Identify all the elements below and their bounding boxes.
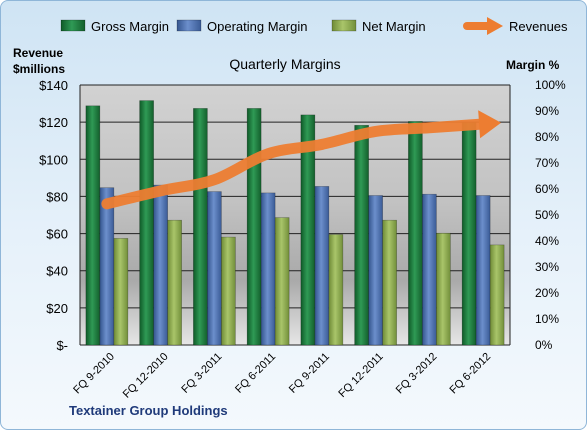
left-axis-label-line2: $millions: [13, 62, 65, 76]
company-name: Textainer Group Holdings: [69, 403, 228, 418]
left-tick-label: $40: [46, 264, 68, 279]
right-tick-label: 70%: [535, 156, 559, 170]
revenue-line: [101, 110, 502, 210]
bar-gross-margin: [461, 122, 477, 346]
bar-gross-margin: [246, 108, 262, 346]
bar-operating-margin: [99, 187, 115, 346]
bar-operating-margin: [153, 184, 168, 346]
bar-net-margin: [436, 232, 451, 346]
right-tick-label: 60%: [535, 182, 559, 196]
revenue-line-path: [101, 118, 489, 210]
revenue-arrow-head: [478, 110, 502, 139]
bar-gross-margin: [193, 108, 208, 346]
bar-series: [85, 100, 505, 346]
left-axis-label-line1: Revenue: [13, 46, 63, 60]
bar-gross-margin: [408, 121, 423, 346]
bar-net-margin: [167, 219, 182, 346]
category-axis-ticks: FQ 9-2010 FQ 12-2010 FQ 3-2011 FQ 6-2011 FQ …: [71, 351, 493, 401]
bar-operating-margin: [422, 193, 437, 346]
bar-operating-margin: [207, 191, 222, 346]
bar-gross-margin: [354, 125, 369, 346]
right-axis-ticks: 0% 10% 20% 30% 40% 50% 60% 70% 80% 90% 100%: [535, 78, 566, 352]
bar-net-margin: [489, 244, 505, 346]
right-tick-label: 100%: [535, 78, 566, 92]
right-tick-label: 10%: [535, 312, 559, 326]
chart-title: Quarterly Margins: [229, 56, 340, 72]
category-label: FQ 3-2012: [394, 351, 440, 397]
category-label: FQ 12-2010: [121, 351, 171, 401]
right-axis-label: Margin %: [506, 58, 560, 72]
category-label: FQ 9-2011: [287, 351, 332, 396]
left-tick-label: $100: [39, 152, 68, 167]
legend-label: Revenues: [509, 19, 568, 34]
legend-label: Net Margin: [362, 19, 426, 34]
bar-net-margin: [274, 217, 290, 346]
left-tick-label: $60: [46, 227, 68, 242]
category-label: FQ 6-2012: [448, 351, 494, 397]
bar-operating-margin: [260, 192, 276, 346]
legend-swatch: [60, 19, 86, 32]
bar-net-margin: [221, 236, 236, 346]
left-tick-label: $140: [39, 78, 68, 93]
left-tick-label: $120: [39, 115, 68, 130]
right-tick-label: 50%: [535, 208, 559, 222]
left-tick-label: $80: [46, 189, 68, 204]
category-label: FQ 3-2011: [179, 351, 224, 396]
left-axis-ticks: $- $20 $40 $60 $80 $100 $120 $140: [39, 78, 68, 353]
bar-gross-margin: [85, 105, 101, 346]
right-tick-label: 80%: [535, 130, 559, 144]
bar-net-margin: [382, 219, 397, 346]
bar-net-margin: [113, 238, 129, 346]
legend-label: Operating Margin: [207, 19, 307, 34]
bar-operating-margin: [475, 195, 491, 346]
right-tick-label: 30%: [535, 260, 559, 274]
category-label: FQ 6-2011: [233, 351, 278, 396]
legend: Gross Margin Operating Margin Net Margin Re…: [60, 17, 568, 35]
right-tick-label: 40%: [535, 234, 559, 248]
right-tick-label: 20%: [535, 286, 559, 300]
legend-arrow: [487, 17, 503, 35]
legend-swatch: [331, 19, 357, 32]
bar-operating-margin: [368, 195, 383, 346]
bar-net-margin: [328, 234, 344, 346]
category-label: FQ 9-2010: [71, 351, 117, 397]
left-tick-label: $20: [46, 301, 68, 316]
bar-operating-margin: [314, 186, 330, 346]
right-tick-label: 90%: [535, 104, 559, 118]
left-tick-label: $-: [56, 338, 68, 353]
category-label: FQ 12-2011: [336, 351, 385, 400]
legend-label: Gross Margin: [91, 19, 169, 34]
bar-gross-margin: [139, 100, 154, 346]
right-tick-label: 0%: [535, 338, 553, 352]
legend-swatch: [176, 19, 202, 32]
